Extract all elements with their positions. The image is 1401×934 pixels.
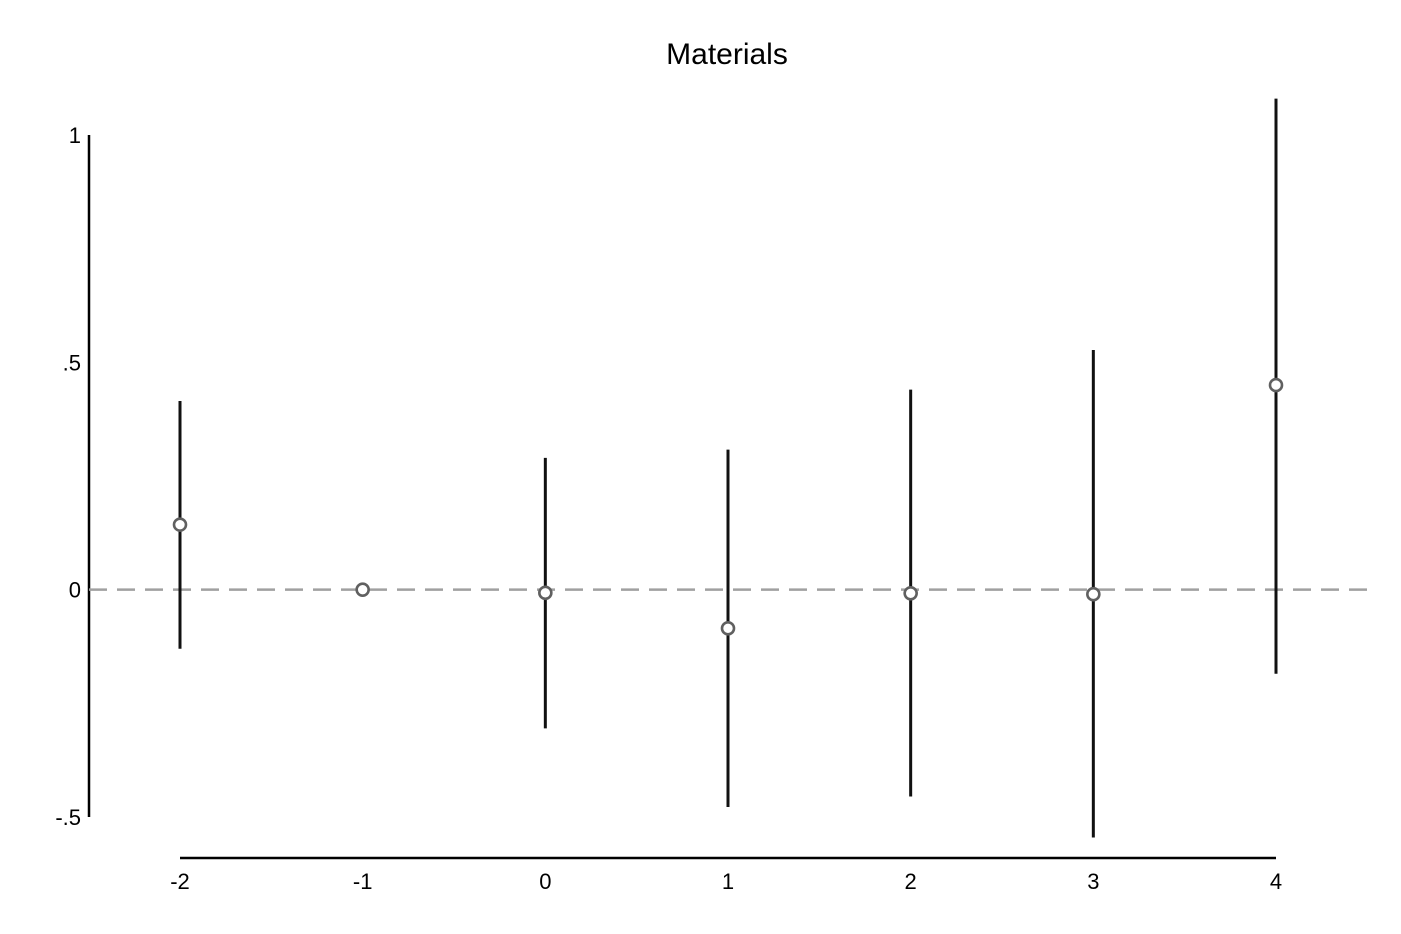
point-estimate-marker: [720, 621, 736, 636]
x-tick-label: 1: [722, 869, 734, 894]
y-tick-label: .5: [63, 350, 81, 375]
errorbar-group: [178, 98, 1278, 838]
point-estimate-marker: [1268, 377, 1284, 393]
point-estimate-marker: [355, 582, 370, 597]
x-tick-label: -2: [170, 869, 190, 894]
point-estimate-marker: [172, 517, 188, 532]
x-tick-label: 4: [1270, 869, 1282, 894]
y-tick-label: -.5: [55, 805, 81, 830]
x-tick-label: -1: [353, 869, 373, 894]
chart-title: Materials: [666, 38, 788, 71]
x-tick-label: 3: [1087, 869, 1099, 894]
x-tick-label: 0: [539, 869, 551, 894]
y-tick-label: 0: [69, 578, 81, 603]
y-tick-group: 1 .5 0 -.5: [55, 123, 81, 830]
point-estimate-marker: [903, 586, 918, 601]
x-tick-label: 2: [905, 869, 917, 894]
x-tick-group: -2 -1 0 1 2 3 4: [170, 869, 1282, 894]
y-tick-label: 1: [69, 123, 81, 148]
point-estimate-marker: [538, 585, 553, 601]
point-estimate-marker: [1086, 586, 1101, 602]
marker-group: [172, 377, 1284, 636]
